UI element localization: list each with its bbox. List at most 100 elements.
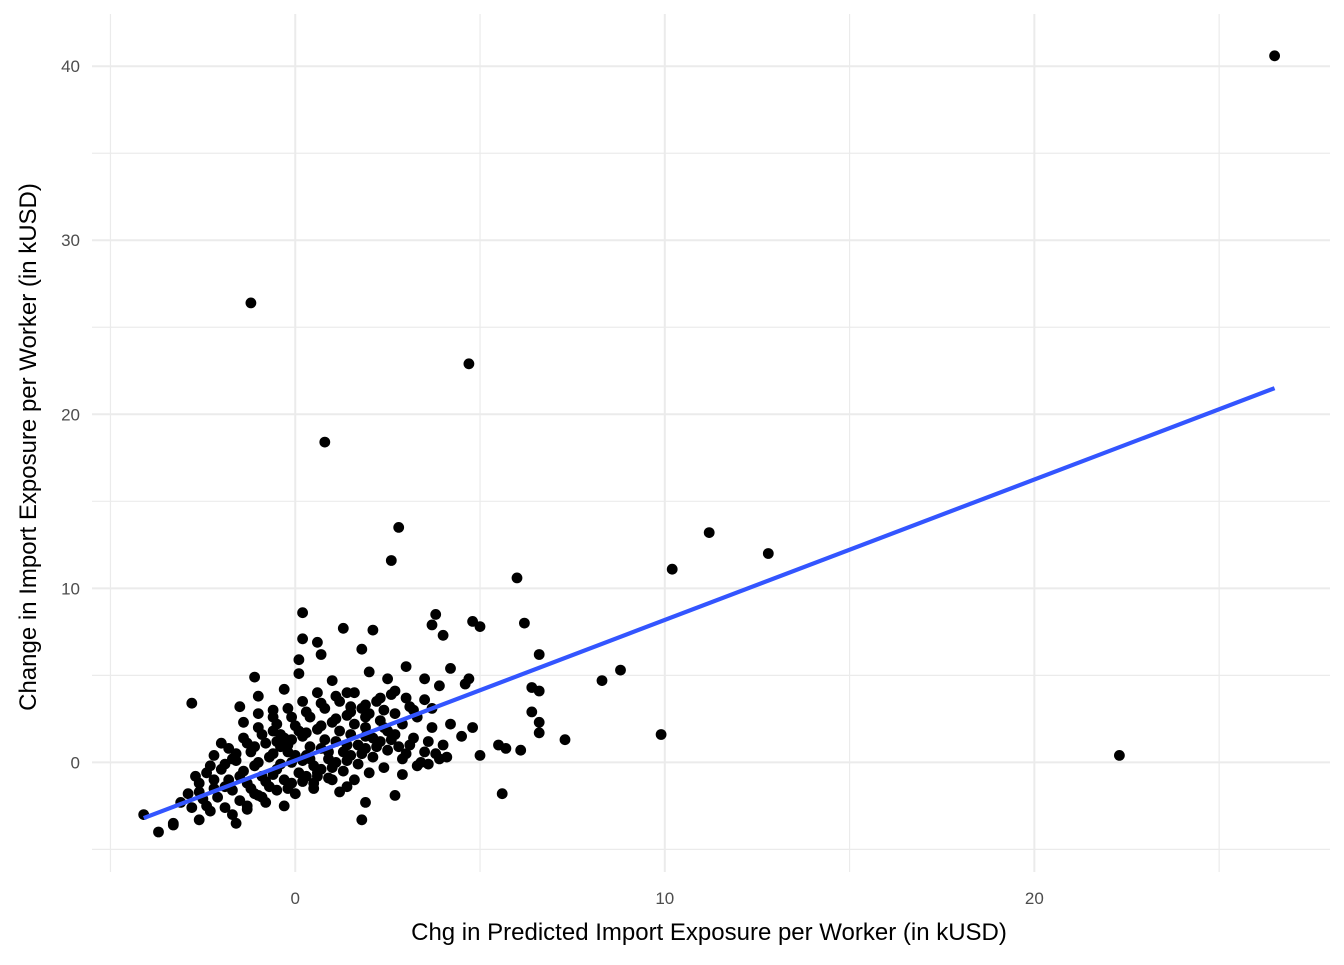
data-point <box>293 668 305 679</box>
y-tick-label: 10 <box>61 579 80 598</box>
data-point <box>319 734 331 746</box>
data-point <box>363 666 375 678</box>
data-point <box>326 716 338 728</box>
data-point <box>426 722 438 733</box>
data-point <box>252 757 264 768</box>
data-point <box>315 697 327 709</box>
data-point <box>153 826 164 838</box>
data-point <box>304 741 316 753</box>
data-point <box>441 751 453 763</box>
data-point <box>363 708 375 719</box>
data-point <box>334 725 345 737</box>
y-axis-title: Change in Import Exposure per Worker (in… <box>15 183 42 711</box>
data-point <box>245 297 257 309</box>
data-point <box>378 762 390 773</box>
data-point <box>430 609 442 620</box>
data-point <box>326 762 338 773</box>
data-point <box>519 617 530 629</box>
data-point <box>559 734 571 746</box>
data-point <box>312 770 323 782</box>
data-point <box>337 765 349 777</box>
data-point <box>349 774 360 786</box>
data-point <box>193 814 205 826</box>
data-point <box>267 725 279 737</box>
data-point <box>400 661 412 672</box>
data-point <box>367 751 379 763</box>
x-axis-title: Chg in Predicted Import Exposure per Wor… <box>411 919 1007 946</box>
data-point <box>496 788 508 800</box>
data-point <box>437 629 449 641</box>
y-tick-label: 0 <box>71 753 80 772</box>
data-point <box>430 748 442 760</box>
data-point <box>297 633 308 645</box>
data-point <box>249 741 260 753</box>
data-point <box>393 741 405 753</box>
data-point <box>419 673 430 685</box>
data-point <box>260 776 272 787</box>
data-point <box>252 708 264 719</box>
data-point <box>356 643 368 655</box>
data-point <box>249 671 260 683</box>
data-point <box>186 697 198 709</box>
data-point <box>533 685 545 697</box>
data-point <box>615 664 626 676</box>
data-point <box>349 718 360 730</box>
data-point <box>389 708 401 719</box>
data-point <box>419 746 430 758</box>
data-point <box>596 675 608 686</box>
data-point <box>297 776 308 787</box>
data-point <box>393 522 405 533</box>
data-point <box>378 704 390 716</box>
data-point <box>400 692 412 704</box>
data-point <box>385 689 397 700</box>
data-point <box>341 755 353 766</box>
y-tick-label: 30 <box>61 231 80 250</box>
y-tick-label: 20 <box>61 405 80 424</box>
data-point <box>297 696 308 707</box>
data-point <box>463 358 475 370</box>
data-point <box>319 436 331 448</box>
data-point <box>515 744 527 756</box>
data-point <box>655 729 667 740</box>
data-point <box>434 680 445 692</box>
data-point <box>345 701 357 713</box>
data-point <box>762 548 774 559</box>
data-point <box>190 770 201 782</box>
data-point <box>422 758 434 770</box>
data-point <box>426 619 438 631</box>
data-point <box>256 729 268 740</box>
data-point <box>241 800 253 812</box>
data-point <box>260 737 272 749</box>
data-point <box>533 649 545 660</box>
data-point <box>167 819 179 831</box>
data-point <box>404 701 416 713</box>
data-point <box>186 802 198 813</box>
x-tick-label: 0 <box>291 889 300 908</box>
data-point <box>341 710 353 721</box>
data-point <box>326 675 338 686</box>
data-point <box>397 769 408 780</box>
data-point <box>467 722 478 733</box>
data-point <box>382 673 393 685</box>
data-point <box>456 730 467 742</box>
data-point <box>371 696 382 707</box>
data-point <box>419 694 430 706</box>
data-point <box>400 748 412 760</box>
data-point <box>282 783 294 794</box>
data-point <box>533 716 545 728</box>
data-point <box>385 734 397 746</box>
data-point <box>385 555 397 566</box>
data-point <box>511 572 523 584</box>
data-point <box>408 732 419 744</box>
data-point <box>341 781 353 793</box>
data-point <box>278 800 290 812</box>
data-point <box>445 663 456 674</box>
data-point <box>422 736 434 747</box>
data-point <box>238 716 249 728</box>
data-point <box>300 706 312 718</box>
data-point <box>297 607 308 619</box>
data-point <box>666 563 678 575</box>
data-point <box>252 690 264 702</box>
y-axis-ticks: 0 10 20 30 40 <box>61 57 80 772</box>
